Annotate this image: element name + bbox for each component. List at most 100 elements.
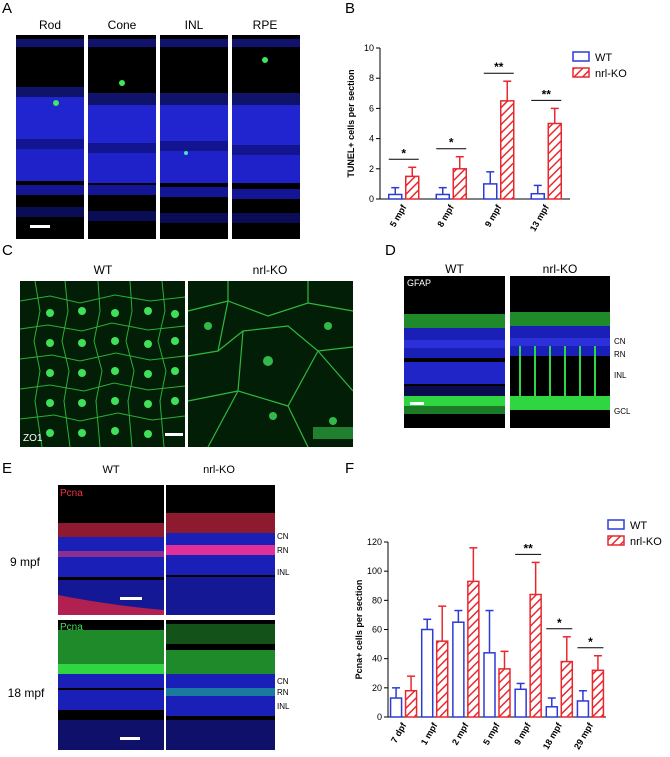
y-tick-label: 0 [377,712,382,722]
y-tick-label: 20 [372,683,382,693]
d-wt-image [404,276,505,428]
significance-mark: * [588,635,593,649]
ko-bar [591,669,605,718]
significance-mark: * [557,616,562,630]
panel-a-images [16,35,300,239]
wt-bar [435,193,450,200]
panel-d-images [404,276,610,428]
cone-image [88,35,156,239]
y-tick-label: 0 [369,194,374,204]
row-label-9mpf: 9 mpf [9,555,40,569]
layer-inl-d: INL [614,371,627,380]
label-cone: Cone [107,18,137,32]
ko-bar [435,640,449,718]
panel-letter-b: B [345,0,356,17]
scale-bar-c [165,433,183,436]
significance-mark: * [401,146,406,160]
wt-bar [452,621,465,718]
label-rpe: RPE [252,18,278,32]
ko-legend-label: nrl-KO [630,536,662,548]
c-ko-image [187,281,353,447]
y-axis-title: Pcna+ cells per section [354,580,364,680]
rod-image [16,35,84,239]
ko-bar [560,660,574,718]
panel-letter-d: D [385,242,396,259]
x-tick-label: 8 mpf [435,202,456,229]
ko-legend-swatch [607,535,625,546]
wt-bar [483,183,498,200]
panel-e-images [58,485,275,750]
wt-bar [483,652,496,718]
ko-bar [467,580,480,718]
wt-bar [388,193,403,200]
row-label-18mpf: 18 mpf [7,686,45,700]
ko-bar [547,122,562,200]
y-tick-label: 100 [367,566,382,576]
stain-gfap: GFAP [407,278,432,288]
inl-image [160,35,228,239]
significance-mark: * [449,136,454,150]
e-18mpf-wt [58,620,164,750]
label-d-ko: nrl-KO [542,262,578,276]
wt-bar [576,700,590,718]
y-tick-label: 8 [369,73,374,83]
wt-bar [514,688,527,718]
y-tick-label: 2 [369,164,374,174]
ko-bar [498,668,511,718]
ko-bar [452,168,467,200]
label-e-ko: nrl-KO [203,464,235,476]
stain-zo1: ZO1 [23,433,43,444]
wt-legend-swatch [572,51,590,62]
scale-bar-a [30,225,50,228]
layer-inl-e9: INL [277,568,290,577]
layer-cn-e9: CN [277,532,289,541]
chart-b: 0 2 4 6 8 10 TUNEL+ cells per section 5 mpf * 8 m… [346,43,627,233]
e-18mpf-ko [166,620,275,750]
x-tick-label: 13 mpf [528,202,552,233]
y-tick-label: 10 [364,43,374,53]
d-ko-image [510,276,610,428]
significance-mark: ** [494,60,504,74]
wt-bar [530,192,545,200]
wt-legend-swatch [607,519,625,530]
e-9mpf-ko [166,485,275,615]
y-tick-label: 40 [372,654,382,664]
stain-pcna-top: Pcna [60,488,83,499]
y-tick-label: 60 [372,625,382,635]
ko-legend-label: nrl-KO [595,68,627,80]
e-9mpf-wt [58,485,164,615]
significance-mark: ** [523,541,533,555]
wt-legend-label: WT [630,520,647,532]
layer-inl-e18: INL [277,702,290,711]
y-axis-title: TUNEL+ cells per section [346,69,356,177]
x-tick-label: 29 mpf [572,720,596,751]
label-rod: Rod [38,18,61,32]
c-wt-image [20,281,186,447]
panel-c-images [20,281,353,447]
label-e-wt: WT [102,464,120,476]
chart-f: 0 20 40 60 80 100 120 Pcna+ cells per section 7 … [354,519,662,751]
stain-pcna-bottom: Pcna [60,622,83,633]
wt-bar [545,706,559,718]
x-tick-label: 2 mpf [450,720,471,747]
scale-bar-e [120,737,140,740]
wt-bar [389,697,403,718]
label-inl: INL [184,18,204,32]
scale-bar-d [410,402,424,405]
ko-bar [404,690,418,718]
layer-rn-e18: RN [277,688,289,697]
ko-legend-swatch [572,67,590,78]
x-tick-label: 9 mpf [483,202,504,229]
layer-rn-d: RN [614,350,626,359]
panel-letter-e: E [2,460,13,477]
panel-letter-c: C [2,242,13,259]
ko-bar [529,593,542,718]
wt-bar [420,628,434,718]
layer-cn-d: CN [614,337,626,346]
panel-letter-a: A [2,0,13,17]
x-tick-label: 9 mpf [512,720,533,747]
y-tick-label: 4 [369,134,374,144]
x-tick-label: 7 dpf [389,720,409,744]
x-tick-label: 5 mpf [388,202,409,229]
label-c-wt: WT [93,263,113,277]
